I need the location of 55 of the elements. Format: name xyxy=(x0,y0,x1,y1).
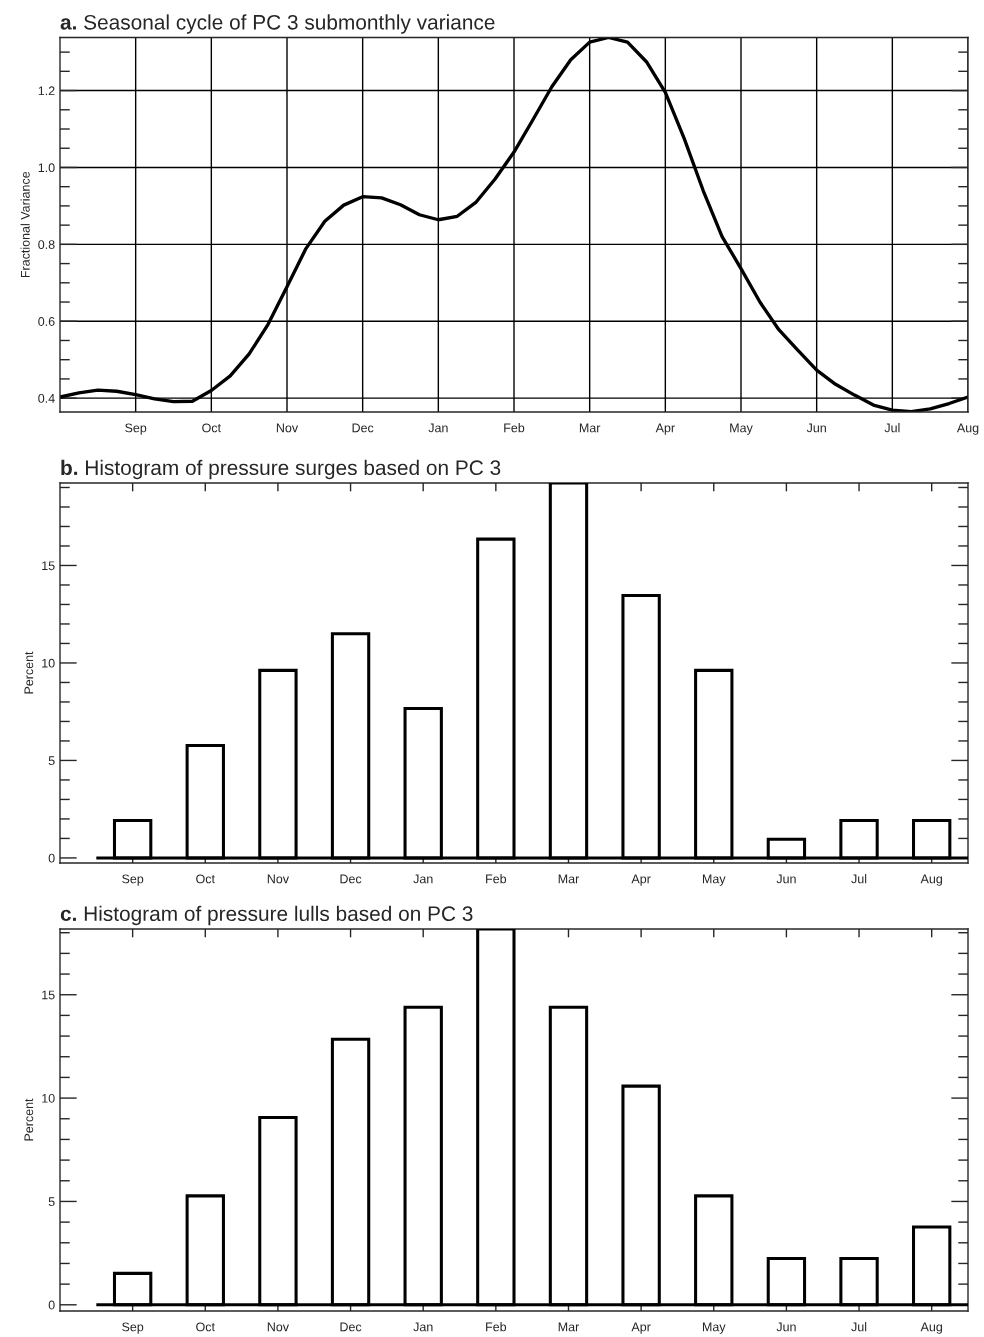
x-tick-label: Dec xyxy=(352,423,374,433)
x-tick-label: Jun xyxy=(806,423,826,433)
x-tick-label: Jul xyxy=(884,423,900,433)
y-axis-title: Percent xyxy=(24,651,34,694)
x-tick-label: Jan xyxy=(428,423,448,433)
x-tick-label: Apr xyxy=(631,1322,651,1334)
x-tick-label: Apr xyxy=(631,874,651,886)
chart-title: a. Seasonal cycle of PC 3 submonthly variance xyxy=(60,14,495,34)
x-tick-label: Aug xyxy=(956,423,979,435)
x-tick-label: Jul xyxy=(851,1322,867,1332)
x-tick-label: Nov xyxy=(267,874,289,884)
y-axis-title: Percent xyxy=(24,1098,34,1141)
x-tick-label: May xyxy=(702,1322,726,1334)
y-tick-label: 15 xyxy=(42,561,55,571)
x-tick-label: Nov xyxy=(267,1322,289,1332)
x-tick-label: Jan xyxy=(413,874,433,884)
x-tick-label: Jun xyxy=(776,1322,796,1332)
x-tick-label: Apr xyxy=(655,423,675,435)
y-tick-label: 1.2 xyxy=(38,86,55,96)
x-tick-label: Mar xyxy=(558,1322,580,1332)
x-tick-label: Feb xyxy=(504,423,525,433)
x-tick-label: Oct xyxy=(196,874,215,884)
y-tick-label: 1.0 xyxy=(38,163,55,173)
x-tick-label: Sep xyxy=(122,874,144,886)
x-tick-label: Aug xyxy=(920,874,942,886)
x-tick-label: Dec xyxy=(340,1322,362,1332)
x-tick-label: Oct xyxy=(196,1322,215,1332)
x-tick-label: Mar xyxy=(558,874,580,884)
x-tick-label: May xyxy=(702,874,726,886)
x-tick-label: Jan xyxy=(413,1322,433,1332)
x-tick-label: Jun xyxy=(776,874,796,884)
y-tick-label: 15 xyxy=(42,990,55,1000)
chart-title: c. Histogram of pressure lulls based on PC 3 xyxy=(60,905,473,926)
x-tick-label: May xyxy=(730,423,753,435)
x-tick-label: Feb xyxy=(486,1322,507,1332)
x-tick-label: Sep xyxy=(125,423,147,435)
x-tick-label: Oct xyxy=(202,423,221,433)
y-tick-label: 10 xyxy=(42,658,55,668)
y-tick-label: 0.4 xyxy=(38,393,55,403)
x-tick-label: Mar xyxy=(579,423,601,433)
y-tick-label: 0.6 xyxy=(38,317,55,326)
y-axis-title: Fractional Variance xyxy=(20,171,30,278)
x-tick-label: Jul xyxy=(851,874,867,884)
chart-title: b. Histogram of pressure surges based on PC 3 xyxy=(61,459,501,480)
x-tick-label: Dec xyxy=(340,874,362,884)
y-tick-label: 10 xyxy=(42,1093,55,1103)
y-tick-label: 5 xyxy=(48,1197,55,1207)
x-tick-label: Feb xyxy=(486,874,507,884)
x-tick-label: Nov xyxy=(276,423,299,433)
y-tick-label: 5 xyxy=(48,756,55,766)
y-tick-label: 0 xyxy=(48,853,55,863)
x-tick-label: Aug xyxy=(920,1322,942,1334)
y-tick-label: 0.8 xyxy=(38,240,55,250)
x-tick-label: Sep xyxy=(122,1322,144,1334)
y-tick-label: 0 xyxy=(48,1300,55,1310)
